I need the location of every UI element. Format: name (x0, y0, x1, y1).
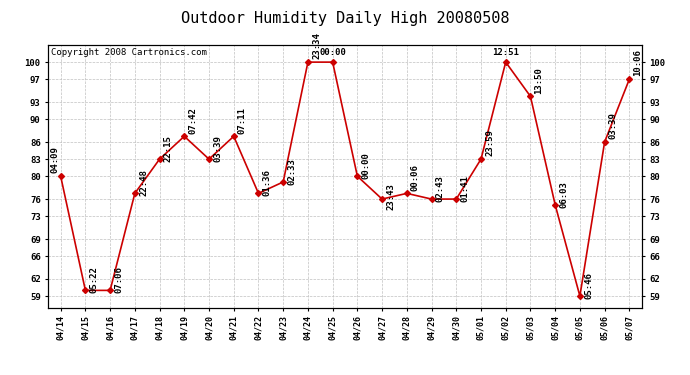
Text: 00:00: 00:00 (319, 48, 346, 57)
Text: 23:43: 23:43 (386, 183, 395, 210)
Text: 03:39: 03:39 (609, 112, 618, 139)
Text: 04:09: 04:09 (51, 147, 60, 174)
Text: 07:42: 07:42 (188, 106, 197, 134)
Text: 02:43: 02:43 (435, 175, 444, 202)
Text: 01:36: 01:36 (263, 169, 272, 196)
Text: 00:00: 00:00 (362, 152, 371, 179)
Text: 00:06: 00:06 (411, 164, 420, 190)
Text: 12:51: 12:51 (492, 48, 519, 57)
Text: 23:59: 23:59 (485, 129, 494, 156)
Text: 02:33: 02:33 (287, 158, 296, 185)
Text: Outdoor Humidity Daily High 20080508: Outdoor Humidity Daily High 20080508 (181, 11, 509, 26)
Text: 07:06: 07:06 (115, 266, 124, 293)
Text: 03:39: 03:39 (213, 135, 222, 162)
Text: 22:48: 22:48 (139, 169, 148, 196)
Text: 05:46: 05:46 (584, 272, 593, 299)
Text: 10:06: 10:06 (633, 50, 642, 76)
Text: 07:11: 07:11 (238, 106, 247, 134)
Text: 05:22: 05:22 (90, 266, 99, 293)
Text: 23:34: 23:34 (312, 33, 321, 59)
Text: 22:15: 22:15 (164, 135, 172, 162)
Text: Copyright 2008 Cartronics.com: Copyright 2008 Cartronics.com (51, 48, 207, 57)
Text: 01:41: 01:41 (460, 175, 469, 202)
Text: 06:03: 06:03 (560, 181, 569, 207)
Text: 13:50: 13:50 (535, 67, 544, 94)
